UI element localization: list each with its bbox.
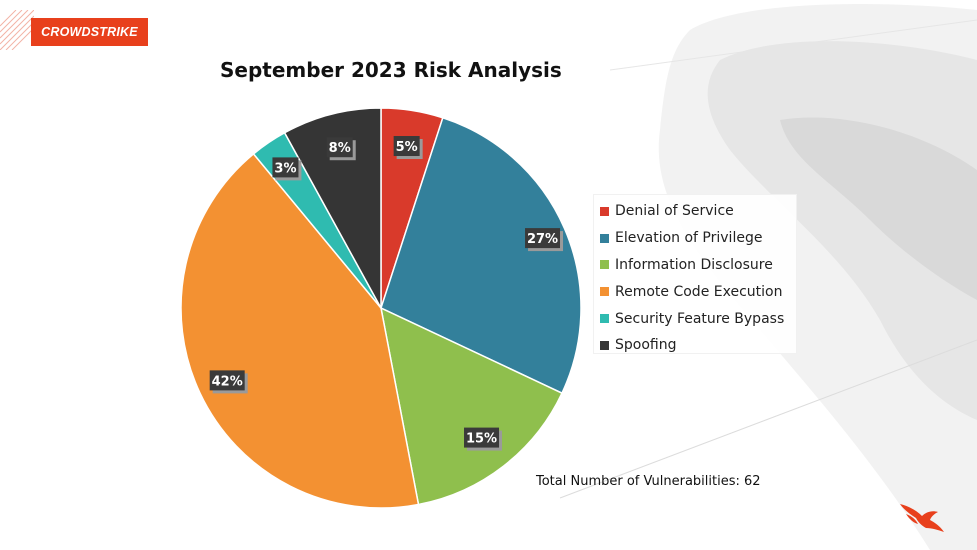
crowdstrike-logo: CROWDSTRIKE	[31, 18, 148, 46]
legend-swatch	[600, 260, 609, 270]
pie-data-label: 42%	[209, 370, 248, 394]
legend-label: Spoofing	[615, 337, 677, 354]
legend-item-information-disclosure: Information Disclosure	[594, 252, 796, 279]
pie-slices	[180, 107, 582, 509]
hatch-decoration	[0, 10, 34, 50]
legend-item-denial-of-service: Denial of Service	[594, 198, 796, 225]
svg-text:15%: 15%	[466, 432, 497, 447]
pie-slice-spoofing	[283, 107, 382, 309]
pie-data-label: 3%	[272, 157, 302, 181]
legend-label: Remote Code Execution	[615, 283, 783, 300]
legend-swatch	[600, 233, 609, 243]
logo-text: CROWDSTRIKE	[41, 25, 138, 39]
legend-item-security-feature-bypass: Security Feature Bypass	[594, 305, 796, 332]
legend-label: Denial of Service	[615, 203, 734, 220]
legend-item-elevation-of-privilege: Elevation of Privilege	[594, 225, 796, 252]
chart-legend: Denial of Service Elevation of Privilege…	[593, 194, 797, 354]
svg-text:42%: 42%	[212, 374, 243, 389]
svg-text:5%: 5%	[396, 140, 418, 155]
legend-swatch	[600, 287, 609, 297]
falcon-logo-icon	[900, 504, 944, 532]
legend-item-spoofing: Spoofing	[594, 332, 796, 359]
legend-swatch	[600, 340, 609, 350]
pie-data-label: 8%	[326, 137, 356, 161]
pie-slice-elevation-of-privilege	[380, 116, 582, 395]
svg-text:3%: 3%	[274, 161, 296, 176]
legend-swatch	[600, 314, 609, 324]
chart-title: September 2023 Risk Analysis	[220, 58, 562, 82]
pie-slice-remote-code-execution	[180, 152, 420, 509]
legend-label: Security Feature Bypass	[615, 310, 785, 327]
pie-data-label: 15%	[464, 427, 503, 451]
pie-data-label: 5%	[393, 136, 423, 160]
svg-text:8%: 8%	[329, 141, 351, 156]
pie-data-label: 27%	[525, 228, 564, 252]
legend-label: Elevation of Privilege	[615, 230, 763, 247]
svg-text:27%: 27%	[527, 232, 558, 247]
pie-slice-information-disclosure	[379, 306, 563, 506]
legend-swatch	[600, 206, 609, 216]
total-vulnerabilities-text: Total Number of Vulnerabilities: 62	[536, 474, 761, 489]
legend-item-remote-code-execution: Remote Code Execution	[594, 278, 796, 305]
legend-label: Information Disclosure	[615, 256, 773, 273]
pie-data-labels: 5% 27% 15% 42% 3% 8%	[209, 136, 564, 451]
